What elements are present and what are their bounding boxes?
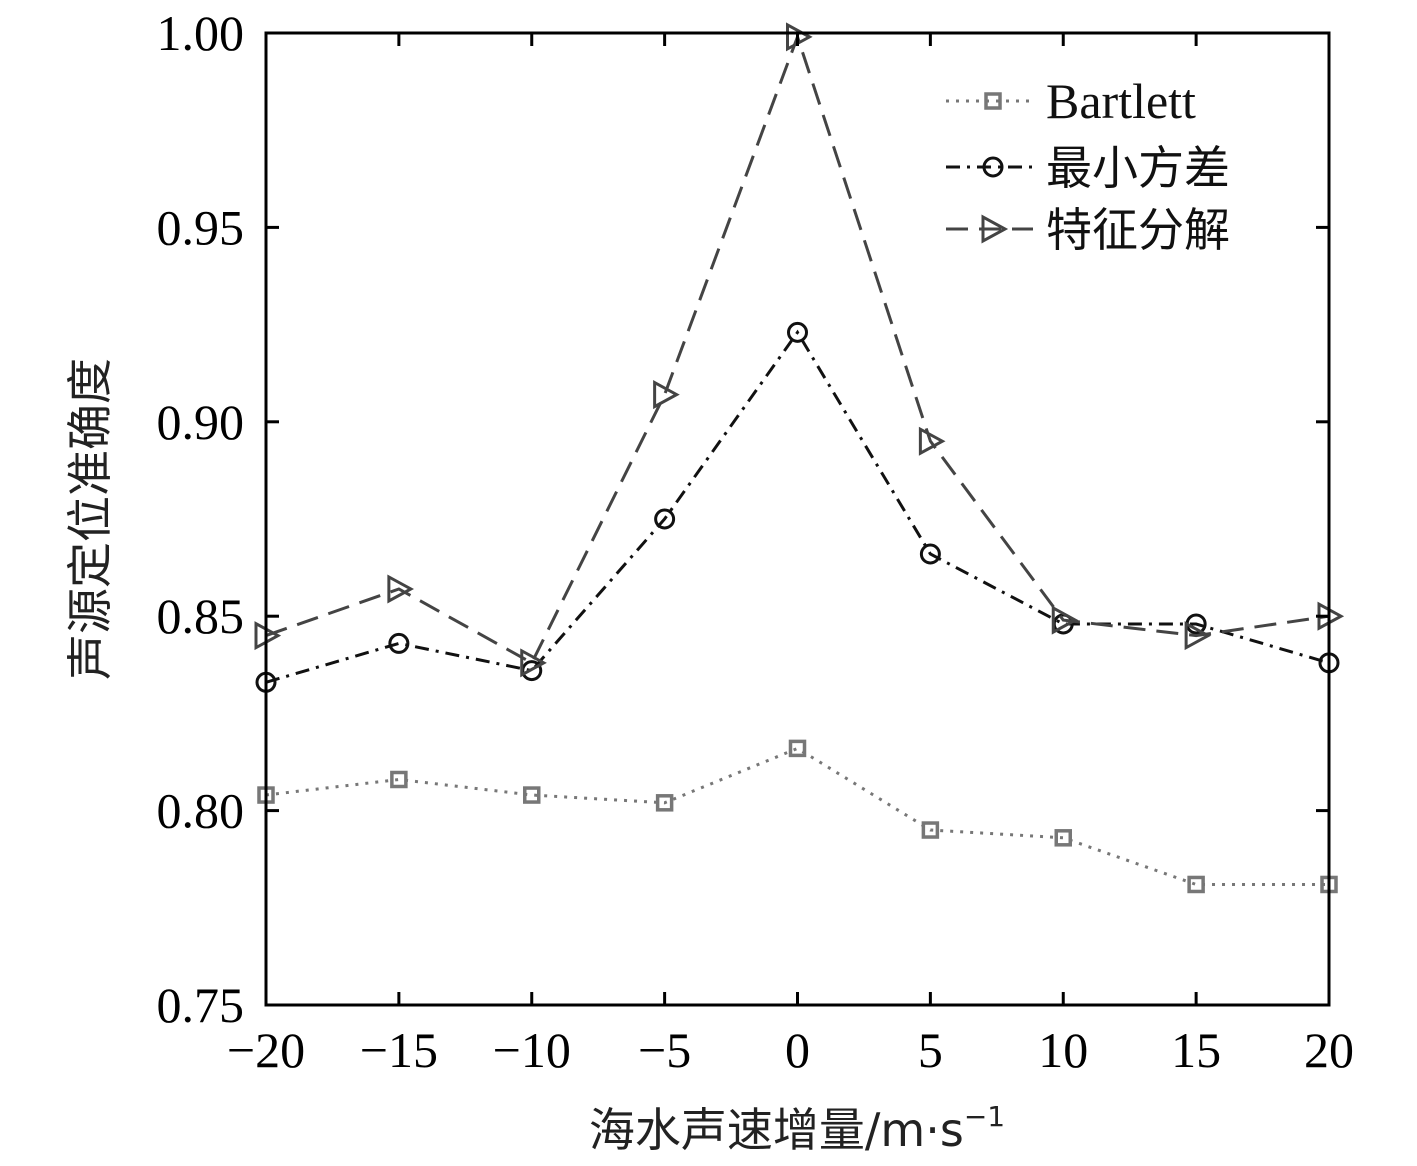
legend-label: 最小方差 <box>1046 141 1230 195</box>
x-tick-label: 5 <box>918 1022 943 1078</box>
x-tick-label: −5 <box>638 1022 691 1078</box>
data-point <box>523 786 541 804</box>
data-point <box>520 648 547 678</box>
legend-entry: Bartlett <box>946 73 1196 129</box>
data-point <box>788 739 807 758</box>
legend-label: Bartlett <box>1046 73 1196 129</box>
data-point <box>654 508 676 530</box>
x-axis-title-superscript: −1 <box>964 1100 1005 1133</box>
y-tick-label: 0.80 <box>157 783 245 839</box>
data-point <box>921 821 940 839</box>
y-axis-title: 声源定位准确度 <box>63 358 117 680</box>
legend-label: 特征分解 <box>1046 203 1230 257</box>
data-point <box>787 321 808 343</box>
data-point <box>655 794 674 812</box>
data-point <box>919 543 941 565</box>
data-point <box>390 770 408 789</box>
x-tick-label: 10 <box>1038 1022 1088 1078</box>
series-square <box>257 739 1338 894</box>
data-point <box>1054 829 1072 847</box>
legend-entry: 最小方差 <box>946 141 1230 195</box>
data-point <box>388 632 410 654</box>
y-tick-label: 0.90 <box>157 394 245 450</box>
y-tick-label: 1.00 <box>157 5 245 61</box>
data-point <box>1184 621 1212 651</box>
y-tick-label: 0.75 <box>157 977 245 1033</box>
data-point <box>387 574 415 604</box>
data-point <box>1187 875 1205 894</box>
x-tick-label: −20 <box>227 1022 305 1078</box>
y-tick-label: 0.95 <box>157 199 245 255</box>
legend-marker <box>982 156 1004 178</box>
series-line <box>265 746 1329 886</box>
x-tick-label: −10 <box>493 1022 571 1078</box>
x-axis-title-text: 海水声速增量/m·s <box>589 1103 964 1157</box>
series-line <box>265 32 1330 665</box>
legend-entry: 特征分解 <box>946 203 1230 257</box>
legend-marker <box>981 214 1009 244</box>
x-tick-label: 20 <box>1304 1022 1354 1078</box>
ticks-layer: −20 −15 −10 −5 0 5 10 15 20 0.75 0.80 0.85 0.90 0.95 1… <box>157 5 1355 1078</box>
x-tick-label: 15 <box>1171 1022 1221 1078</box>
legend-marker <box>984 92 1002 110</box>
data-point <box>653 380 680 410</box>
series-circle <box>255 321 1340 693</box>
series-line <box>265 329 1330 684</box>
x-axis-title: 海水声速增量/m·s−1 <box>589 1100 1005 1157</box>
y-tick-label: 0.85 <box>157 588 245 644</box>
x-tick-label: −15 <box>360 1022 438 1078</box>
x-tick-label: 0 <box>785 1022 810 1078</box>
data-point <box>1051 605 1079 635</box>
data-point <box>918 426 946 456</box>
